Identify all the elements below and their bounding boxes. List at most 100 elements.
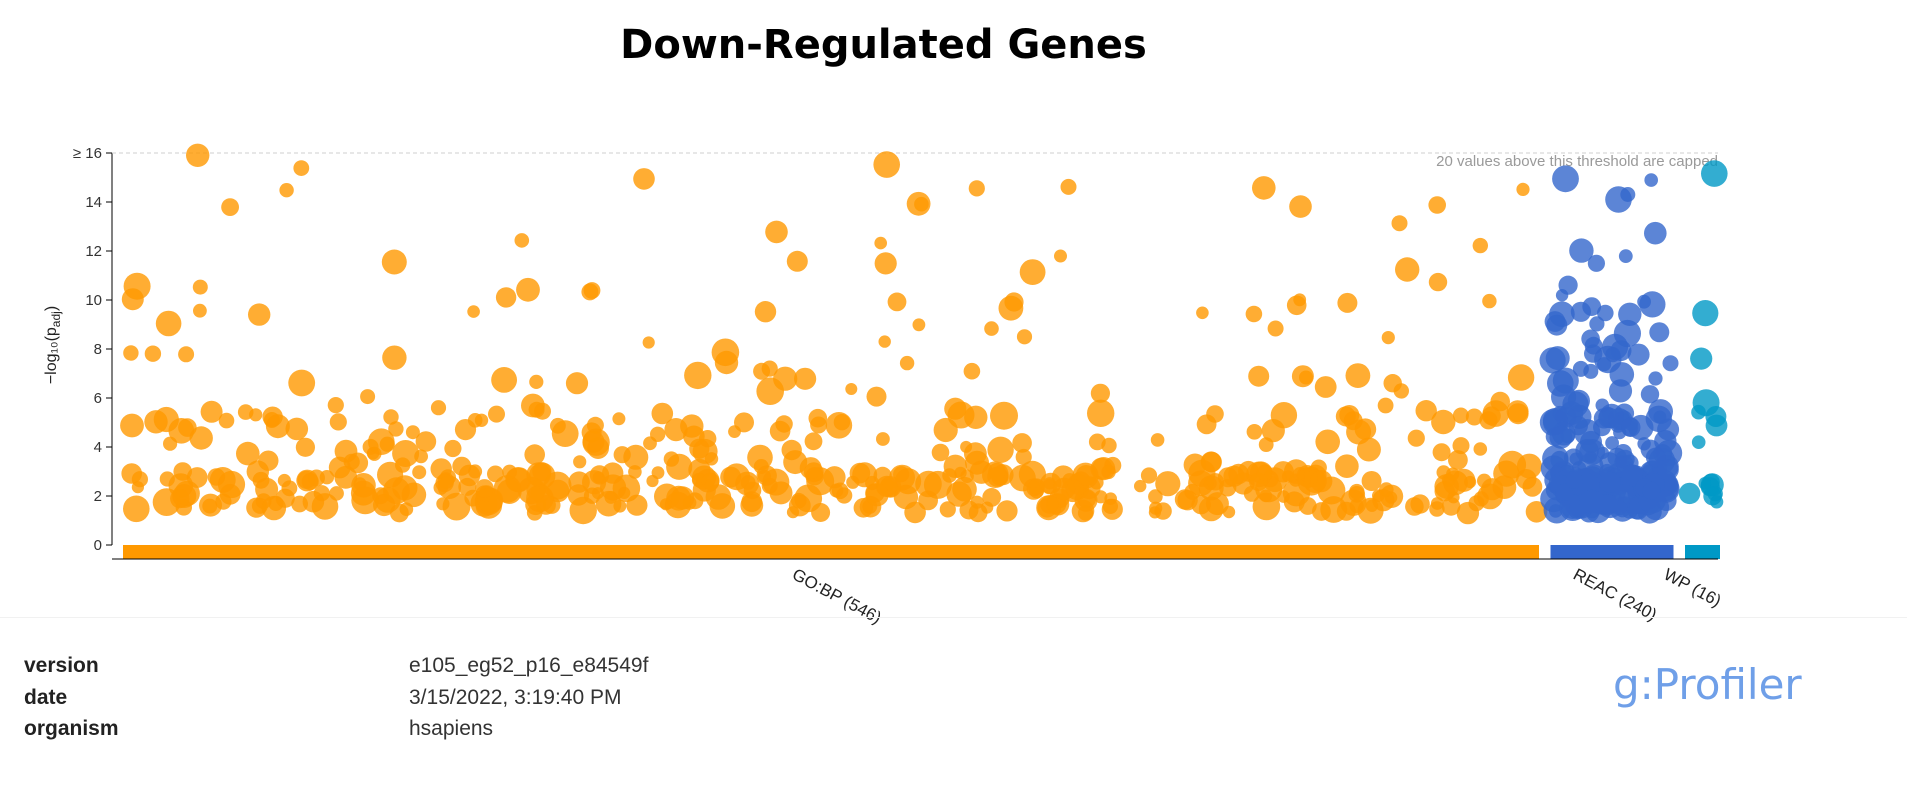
data-point-gobp[interactable] [613, 499, 627, 513]
data-point-gobp[interactable] [1345, 363, 1371, 388]
data-point-gobp[interactable] [327, 397, 344, 414]
data-point-gobp[interactable] [788, 494, 811, 517]
data-point-reac[interactable] [1618, 302, 1642, 326]
data-point-gobp[interactable] [773, 366, 798, 391]
data-point-gobp[interactable] [769, 481, 793, 505]
data-point-gobp[interactable] [189, 426, 213, 450]
data-point-gobp[interactable] [853, 498, 874, 518]
source-band-reac[interactable] [1550, 545, 1674, 559]
data-point-reac[interactable] [1579, 489, 1604, 514]
data-point-gobp[interactable] [1339, 405, 1360, 425]
data-point-gobp[interactable] [628, 465, 642, 479]
data-point-reac[interactable] [1639, 291, 1666, 318]
data-point-gobp[interactable] [1498, 450, 1527, 479]
data-point-gobp[interactable] [1016, 329, 1033, 345]
data-point-gobp[interactable] [866, 386, 887, 407]
data-point-reac[interactable] [1613, 319, 1641, 348]
data-point-gobp[interactable] [192, 279, 208, 295]
data-point-gobp[interactable] [663, 451, 680, 467]
data-point-gobp[interactable] [487, 465, 504, 483]
data-point-gobp[interactable] [1252, 176, 1276, 200]
data-point-gobp[interactable] [1395, 257, 1420, 282]
data-point-gobp[interactable] [1506, 400, 1529, 423]
data-point-gobp[interactable] [1516, 182, 1530, 196]
data-point-gobp[interactable] [123, 495, 150, 523]
data-point-gobp[interactable] [123, 272, 151, 300]
data-point-gobp[interactable] [524, 444, 545, 465]
data-point-gobp[interactable] [650, 426, 666, 442]
data-point-gobp[interactable] [249, 408, 263, 422]
data-point-gobp[interactable] [1337, 292, 1358, 313]
data-point-gobp[interactable] [1415, 400, 1437, 422]
data-point-reac[interactable] [1649, 322, 1670, 343]
data-point-reac[interactable] [1555, 483, 1573, 501]
data-point-gobp[interactable] [651, 402, 674, 425]
data-point-gobp[interactable] [381, 249, 407, 275]
data-point-gobp[interactable] [313, 485, 330, 502]
data-point-gobp[interactable] [368, 428, 395, 456]
data-point-gobp[interactable] [1206, 473, 1225, 491]
data-point-reac[interactable] [1569, 238, 1594, 263]
data-point-gobp[interactable] [155, 310, 182, 337]
data-point-gobp[interactable] [437, 475, 462, 499]
data-point-gobp[interactable] [178, 346, 195, 363]
data-point-gobp[interactable] [1249, 472, 1268, 492]
data-point-gobp[interactable] [904, 501, 926, 524]
data-point-wp[interactable] [1678, 482, 1701, 505]
data-point-gobp[interactable] [794, 367, 817, 390]
data-point-gobp[interactable] [769, 420, 791, 442]
data-point-gobp[interactable] [1441, 497, 1461, 516]
data-point-gobp[interactable] [1289, 195, 1312, 218]
data-point-gobp[interactable] [664, 418, 688, 442]
data-point-gobp[interactable] [996, 500, 1018, 522]
data-point-gobp[interactable] [878, 335, 891, 348]
data-point-reac[interactable] [1642, 481, 1661, 500]
data-point-reac[interactable] [1597, 304, 1614, 322]
data-point-gobp[interactable] [1391, 215, 1408, 232]
data-point-gobp[interactable] [1349, 498, 1364, 513]
data-point-gobp[interactable] [442, 492, 471, 521]
data-point-gobp[interactable] [444, 439, 462, 458]
data-point-gobp[interactable] [1252, 492, 1281, 521]
data-point-reac[interactable] [1552, 367, 1579, 394]
data-point-gobp[interactable] [529, 374, 544, 389]
data-point-gobp[interactable] [1060, 178, 1077, 195]
data-point-reac[interactable] [1644, 173, 1658, 187]
data-point-gobp[interactable] [248, 303, 271, 326]
data-point-gobp[interactable] [984, 321, 999, 336]
data-point-gobp[interactable] [1405, 497, 1424, 516]
data-point-gobp[interactable] [747, 444, 773, 471]
data-point-gobp[interactable] [833, 414, 851, 431]
data-point-gobp[interactable] [912, 318, 926, 332]
data-point-reac[interactable] [1621, 417, 1641, 437]
data-point-gobp[interactable] [946, 481, 972, 507]
data-point-reac[interactable] [1552, 165, 1579, 193]
data-point-reac[interactable] [1581, 329, 1600, 349]
data-point-gobp[interactable] [1196, 306, 1209, 320]
data-point-gobp[interactable] [1052, 477, 1076, 500]
data-point-gobp[interactable] [1315, 429, 1340, 455]
data-point-reac[interactable] [1549, 301, 1575, 328]
data-point-gobp[interactable] [1346, 419, 1372, 445]
data-point-reac[interactable] [1654, 430, 1677, 453]
data-point-gobp[interactable] [388, 421, 404, 437]
data-point-gobp[interactable] [569, 496, 597, 525]
data-point-gobp[interactable] [1522, 476, 1543, 497]
data-point-gobp[interactable] [1428, 196, 1446, 214]
data-point-gobp[interactable] [1452, 407, 1469, 424]
data-point-reac[interactable] [1539, 347, 1566, 374]
data-point-gobp[interactable] [1267, 320, 1284, 337]
data-point-gobp[interactable] [1150, 433, 1165, 447]
data-point-gobp[interactable] [968, 180, 985, 197]
data-point-gobp[interactable] [810, 416, 828, 434]
data-point-gobp[interactable] [1468, 495, 1485, 512]
data-point-gobp[interactable] [383, 409, 399, 425]
data-point-gobp[interactable] [1428, 272, 1448, 292]
data-point-gobp[interactable] [1283, 491, 1305, 513]
data-point-reac[interactable] [1648, 371, 1663, 386]
data-point-gobp[interactable] [430, 400, 447, 416]
data-point-gobp[interactable] [981, 501, 994, 514]
data-point-gobp[interactable] [931, 443, 950, 462]
data-point-wp[interactable] [1701, 160, 1728, 187]
data-point-reac[interactable] [1605, 186, 1632, 213]
